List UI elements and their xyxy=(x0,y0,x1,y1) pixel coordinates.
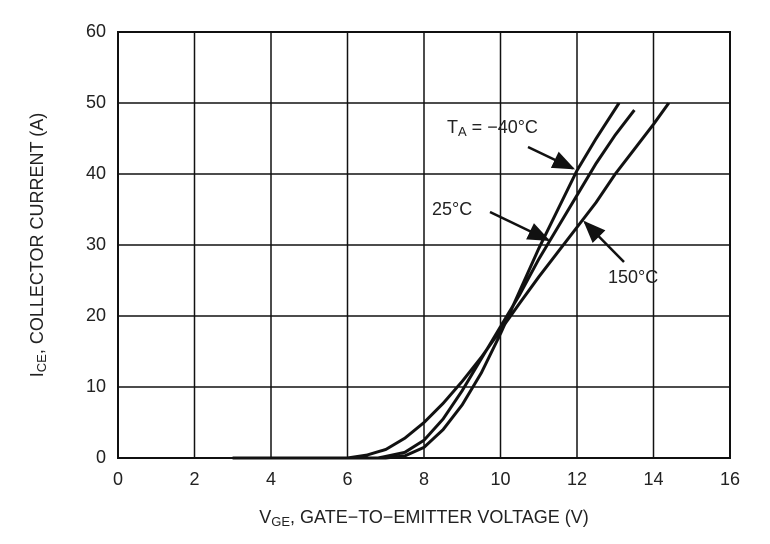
x-tick-label: 14 xyxy=(643,469,663,489)
x-tick-label: 16 xyxy=(720,469,740,489)
y-tick-label: 60 xyxy=(86,21,106,41)
series-label-prefix-subscript: A xyxy=(458,124,467,139)
y-tick-label: 50 xyxy=(86,92,106,112)
x-tick-label: 2 xyxy=(189,469,199,489)
x-axis-label-part: V xyxy=(259,507,271,527)
curve xyxy=(232,102,621,460)
annotation-arrow xyxy=(527,145,576,170)
series-label-prefix: T xyxy=(447,117,458,137)
y-tick-label: 0 xyxy=(96,447,106,467)
y-tick-label: 10 xyxy=(86,376,106,396)
x-axis-label: VGE, GATE−TO−EMITTER VOLTAGE (V) xyxy=(259,507,589,530)
x-tick-label: 6 xyxy=(342,469,352,489)
series-label: TA = −40°C xyxy=(447,117,538,140)
annotation-arrow xyxy=(583,220,625,263)
series-label-name: −40°C xyxy=(487,117,538,137)
x-tick-label: 0 xyxy=(113,469,123,489)
series-label: 25°C xyxy=(432,199,472,219)
y-tick-label: 40 xyxy=(86,163,106,183)
series-label: 150°C xyxy=(608,267,658,287)
x-axis-label-part-subscript: GE xyxy=(271,514,290,529)
annotation-arrow xyxy=(489,210,551,242)
y-tick-label: 20 xyxy=(86,305,106,325)
y-axis-label: ICE, COLLECTOR CURRENT (A) xyxy=(27,113,50,377)
y-axis-label-part: I xyxy=(27,372,47,377)
y-axis-label-part-subscript: CE xyxy=(34,354,49,372)
x-tick-label: 10 xyxy=(490,469,510,489)
x-tick-label: 4 xyxy=(266,469,276,489)
curve xyxy=(232,109,636,460)
x-tick-label: 12 xyxy=(567,469,587,489)
y-axis-label-part: , COLLECTOR CURRENT (A) xyxy=(27,113,47,354)
x-axis-label-part: , GATE−TO−EMITTER VOLTAGE (V) xyxy=(290,507,589,527)
curve xyxy=(232,102,671,460)
series-label-prefix: = xyxy=(467,117,488,137)
y-tick-label: 30 xyxy=(86,234,106,254)
x-tick-label: 8 xyxy=(419,469,429,489)
